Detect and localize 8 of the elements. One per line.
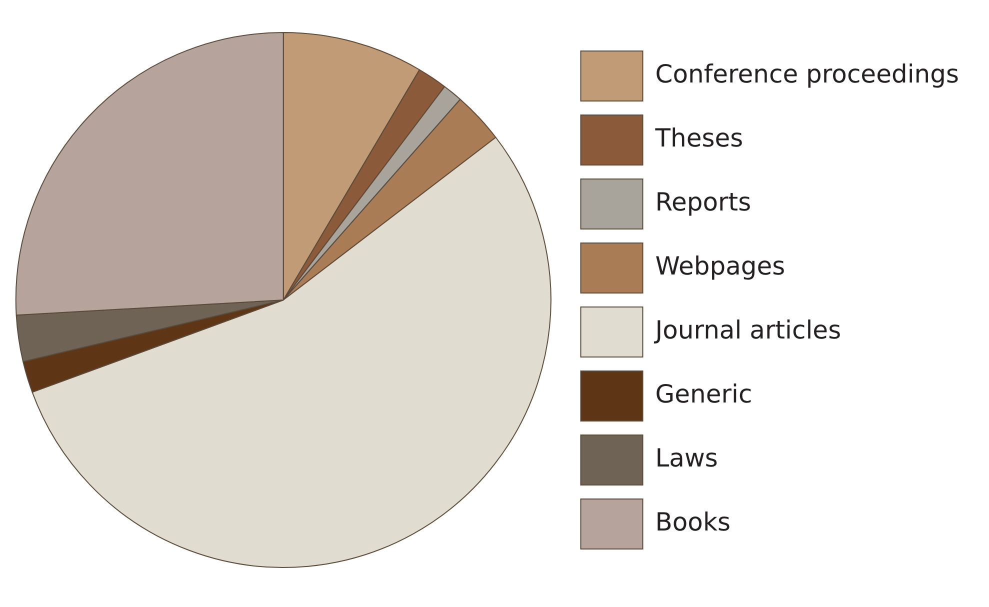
legend-label: Generic (655, 380, 752, 408)
legend-label: Journal articles (653, 316, 842, 344)
legend-label: Laws (655, 444, 718, 472)
legend-label: Reports (655, 188, 752, 216)
legend-label: Webpages (655, 252, 786, 280)
legend-label: Theses (654, 124, 744, 152)
legend-label: Books (655, 508, 730, 536)
legend-label: Conference proceedings (655, 60, 960, 88)
